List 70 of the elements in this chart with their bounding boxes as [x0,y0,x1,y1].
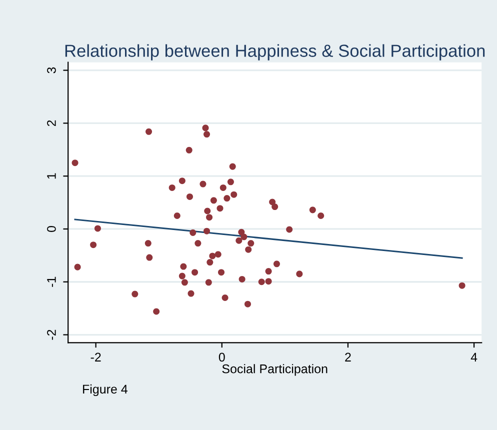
point [227,178,234,186]
point [204,228,210,234]
point [90,242,97,248]
point [180,263,187,270]
point [190,229,196,236]
x-axis-title: Social Participation [222,364,328,376]
point [218,269,225,276]
point [210,197,217,204]
point [265,278,272,285]
y-tick-label: 3 [47,67,56,74]
chart-title: Relationship between Happiness & Social Participation [65,44,485,60]
y-tick-label: 2 [47,120,56,126]
point [265,268,272,275]
point [245,246,252,253]
caption: Figure 4 [83,384,128,396]
point [194,240,202,247]
point [458,282,466,289]
point [318,212,324,220]
point [206,214,213,221]
x-tick-label: 0 [218,352,225,362]
point [204,208,211,214]
point [202,124,209,132]
point [229,163,236,170]
point [132,290,138,298]
point [224,195,230,202]
point [272,204,278,210]
point [181,279,188,286]
point [188,290,194,297]
point [174,212,180,220]
y-tick-label: -1 [47,276,56,287]
point [238,276,246,282]
point [192,269,198,276]
point [144,240,152,247]
point [273,260,280,268]
point [240,234,248,240]
point [230,191,238,198]
x-tick-label: -2 [90,352,101,362]
point [146,128,152,135]
point [209,252,216,260]
x-tick-label: 2 [345,352,351,362]
point [296,270,303,278]
y-tick-label: -2 [47,330,56,340]
point [220,184,226,191]
point [94,225,101,232]
point [244,300,251,308]
point [206,259,214,266]
point [153,308,160,315]
point [214,251,222,258]
point [168,184,176,191]
point [216,205,224,212]
y-tick-label: 1 [47,173,56,179]
point [236,237,242,244]
point [74,264,81,270]
point [222,294,228,302]
point [178,272,186,280]
point [146,254,153,261]
point [269,198,276,206]
point [204,131,210,138]
point [186,146,192,154]
point [258,278,265,286]
point [205,279,212,286]
point [186,193,193,200]
y-tick-label: 0 [47,226,56,232]
point [72,160,78,166]
point [178,178,186,184]
x-tick-label: 4 [470,352,478,362]
point [200,180,206,188]
point [248,240,254,247]
point [286,226,293,233]
point [309,206,316,214]
